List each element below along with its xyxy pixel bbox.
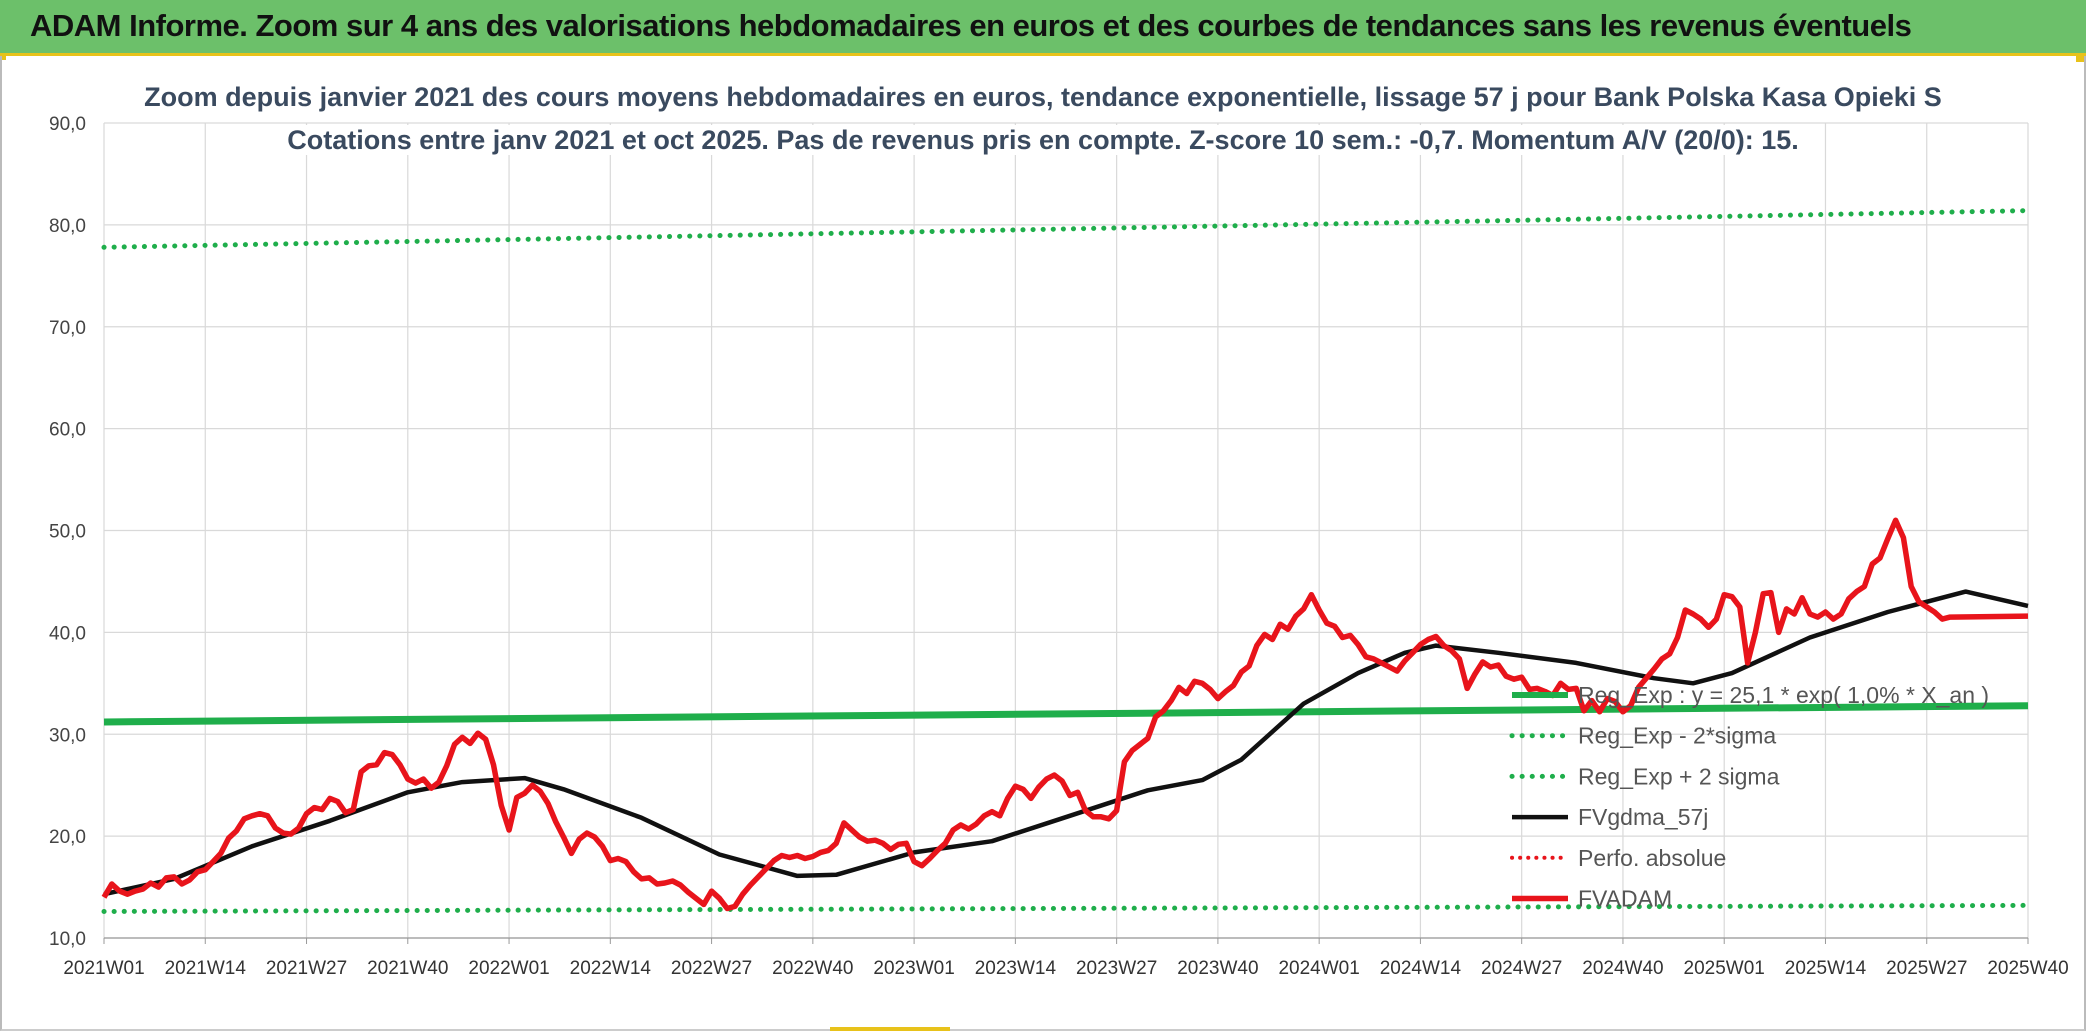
x-tick-label: 2021W01 [63, 958, 144, 979]
y-tick-label: 80,0 [49, 216, 86, 237]
legend-label: Reg_Exp : y = 25,1 * exp( 1,0% * X_an ) [1578, 682, 1989, 708]
chart-series [101, 208, 2031, 914]
y-tick-label: 60,0 [49, 420, 86, 441]
chart-subtitle: Cotations entre janv 2021 et oct 2025. P… [0, 125, 2086, 156]
title-banner: ADAM Informe. Zoom sur 4 ans des valoris… [0, 0, 2086, 56]
x-tick-label: 2022W01 [468, 958, 549, 979]
x-tick-label: 2024W27 [1481, 958, 1562, 979]
report-title: ADAM Informe. Zoom sur 4 ans des valoris… [30, 8, 1912, 43]
x-tick-label: 2021W14 [165, 958, 247, 979]
x-tick-label: 2024W01 [1278, 958, 1359, 979]
x-tick-label: 2023W27 [1076, 958, 1157, 979]
y-tick-label: 40,0 [49, 623, 86, 644]
x-tick-label: 2022W14 [570, 958, 652, 979]
x-tick-label: 2022W40 [772, 958, 853, 979]
y-axis: 10,0 20,0 30,0 40,0 50,0 60,0 70,0 80,0 90,0 [49, 114, 86, 950]
accent-corner-left [0, 56, 6, 60]
x-axis: 2021W01 2021W14 2021W27 2021W40 2022W01 2022W… [63, 937, 2069, 979]
chart-legend: Reg_Exp : y = 25,1 * exp( 1,0% * X_an ) R… [1509, 682, 1989, 912]
y-tick-label: 70,0 [49, 318, 86, 339]
legend-label: Reg_Exp + 2 sigma [1578, 763, 1780, 789]
x-tick-label: 2024W14 [1380, 958, 1462, 979]
accent-corner-right [2076, 56, 2086, 62]
reg-exp-plus-2sigma-line [101, 208, 2031, 250]
fvgdma-57j-line [103, 589, 2029, 897]
chart-title: Zoom depuis janvier 2021 des cours moyen… [0, 82, 2086, 113]
x-tick-label: 2025W40 [1987, 958, 2068, 979]
legend-label: Perfo. absolue [1578, 845, 1726, 871]
x-tick-label: 2025W01 [1684, 958, 1765, 979]
x-tick-label: 2021W40 [367, 958, 448, 979]
y-tick-label: 50,0 [49, 522, 86, 543]
x-tick-label: 2025W27 [1886, 958, 1967, 979]
x-tick-label: 2025W14 [1785, 958, 1867, 979]
legend-label: FVADAM [1578, 886, 1672, 912]
y-tick-label: 10,0 [49, 929, 86, 950]
x-tick-label: 2022W27 [671, 958, 752, 979]
x-tick-label: 2023W01 [873, 958, 954, 979]
chart-gridlines [103, 122, 2029, 939]
x-tick-label: 2023W40 [1177, 958, 1258, 979]
x-tick-label: 2021W27 [266, 958, 347, 979]
y-tick-label: 20,0 [49, 827, 86, 848]
reg-exp-minus-2sigma-line [101, 902, 2031, 914]
chart-frame [0, 56, 2086, 1031]
bottom-accent-bar [830, 1027, 950, 1031]
legend-label: FVgdma_57j [1578, 804, 1708, 830]
x-tick-label: 2023W14 [975, 958, 1057, 979]
reg-exp-line [103, 702, 2029, 726]
y-tick-label: 30,0 [49, 725, 86, 746]
fvadam-line [101, 517, 2029, 912]
legend-label: Reg_Exp - 2*sigma [1578, 723, 1776, 749]
y-tick-label: 90,0 [49, 114, 86, 135]
x-tick-label: 2024W40 [1582, 958, 1663, 979]
